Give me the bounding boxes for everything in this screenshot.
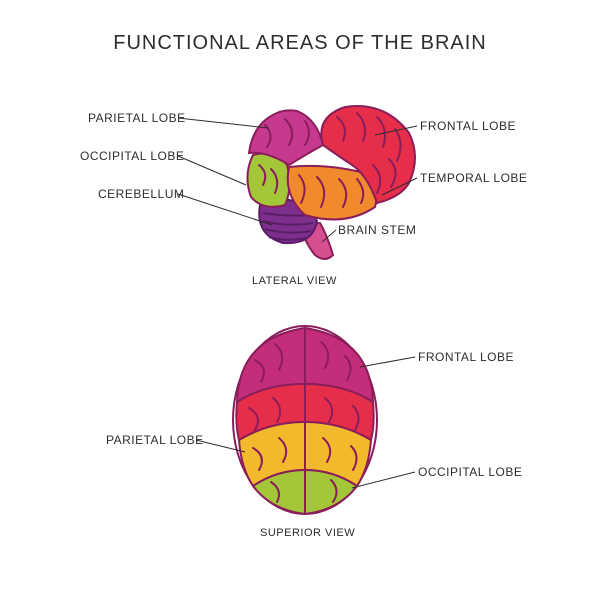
label-frontal-lateral: FRONTAL LOBE xyxy=(420,119,516,133)
label-cerebellum: CEREBELLUM xyxy=(98,187,184,201)
caption-lateral: LATERAL VIEW xyxy=(252,275,337,287)
label-parietal-lateral: PARIETAL LOBE xyxy=(88,111,186,125)
diagram-canvas: FUNCTIONAL AREAS OF THE BRAIN xyxy=(0,0,600,600)
leaders-superior xyxy=(0,300,600,600)
label-frontal-superior: FRONTAL LOBE xyxy=(418,350,514,364)
label-brainstem: BRAIN STEM xyxy=(338,223,416,237)
label-occipital-lateral: OCCIPITAL LOBE xyxy=(80,149,184,163)
label-occipital-superior: OCCIPITAL LOBE xyxy=(418,465,522,479)
caption-superior: SUPERIOR VIEW xyxy=(260,527,355,539)
label-temporal: TEMPORAL LOBE xyxy=(420,171,527,185)
label-parietal-superior: PARIETAL LOBE xyxy=(106,433,204,447)
